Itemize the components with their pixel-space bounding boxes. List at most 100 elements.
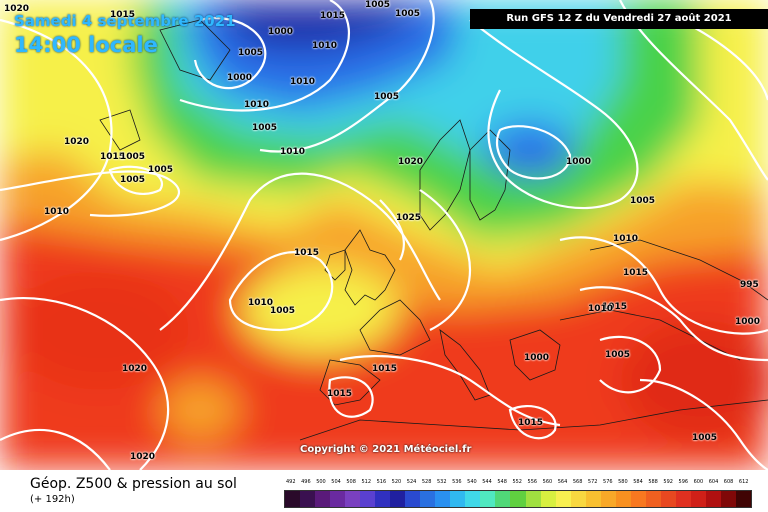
scale-swatch xyxy=(720,491,736,507)
scale-swatch xyxy=(330,491,346,507)
pressure-label: 1015 xyxy=(327,389,353,399)
scale-swatch xyxy=(630,491,646,507)
scale-swatch xyxy=(705,491,721,507)
scale-value: 540 xyxy=(467,479,477,485)
scale-value: 516 xyxy=(376,479,387,485)
scale-swatch xyxy=(675,491,691,507)
scale-value: 556 xyxy=(527,479,538,485)
scale-value: 532 xyxy=(436,479,447,485)
pressure-label: 995 xyxy=(740,280,759,290)
pressure-label: 1015 xyxy=(294,248,320,258)
scale-value: 608 xyxy=(723,479,734,485)
scale-swatch xyxy=(735,491,751,507)
scale-value: 536 xyxy=(452,479,462,485)
scale-swatch xyxy=(450,491,466,507)
scale-swatch xyxy=(585,491,601,507)
pressure-label: 1005 xyxy=(630,196,656,206)
scale-swatch xyxy=(525,491,541,507)
scale-value: 528 xyxy=(421,479,432,485)
scale-value: 568 xyxy=(572,479,583,485)
pressure-label: 1010 xyxy=(280,147,306,157)
scale-swatch xyxy=(420,491,436,507)
color-scale-labels: 492 496 500 504 508 512 516 520 524 528 532 536 540 5… xyxy=(284,479,752,489)
pressure-label: 1015 xyxy=(623,268,649,278)
pressure-label: 1015 xyxy=(320,11,346,21)
pressure-label: 1010 xyxy=(290,77,316,87)
scale-swatch xyxy=(360,491,376,507)
scale-swatch xyxy=(465,491,481,507)
scale-swatch xyxy=(435,491,451,507)
scale-value: 496 xyxy=(301,479,311,485)
scale-value: 612 xyxy=(738,479,749,485)
scale-value: 552 xyxy=(512,479,522,485)
scale-value: 524 xyxy=(406,479,417,485)
scale-value: 592 xyxy=(663,479,673,485)
pressure-label: 1010 xyxy=(244,100,270,110)
pressure-label: 1010 xyxy=(44,207,70,217)
scale-swatch xyxy=(390,491,406,507)
pressure-label: 1005 xyxy=(120,175,146,185)
pressure-label: 1010 xyxy=(248,298,274,308)
map-field-svg xyxy=(0,0,768,470)
scale-swatch xyxy=(690,491,706,507)
scale-value: 604 xyxy=(708,479,719,485)
forecast-date: Samedi 4 septembre 2021 xyxy=(14,12,236,30)
pressure-label: 1020 xyxy=(130,452,156,462)
scale-value: 500 xyxy=(316,479,326,485)
pressure-label: 1025 xyxy=(396,213,422,223)
pressure-label: 1015 xyxy=(110,10,136,20)
scale-swatch xyxy=(495,491,511,507)
pressure-label: 1015 xyxy=(100,152,126,162)
scale-value: 600 xyxy=(693,479,704,485)
scale-value: 564 xyxy=(557,479,568,485)
scale-swatch xyxy=(375,491,391,507)
pressure-label: 1000 xyxy=(227,73,253,83)
scale-value: 520 xyxy=(391,479,402,485)
scale-swatch xyxy=(480,491,496,507)
pressure-label: 1000 xyxy=(735,317,761,327)
scale-value: 572 xyxy=(587,479,598,485)
scale-swatch xyxy=(510,491,526,507)
pressure-label: 1005 xyxy=(270,306,296,316)
scale-swatch xyxy=(660,491,676,507)
pressure-label: 1005 xyxy=(148,165,174,175)
pressure-label: 1005 xyxy=(252,123,278,133)
forecast-time: 14:00 locale xyxy=(14,33,158,57)
pressure-label: 1005 xyxy=(365,0,391,10)
pressure-label: 1005 xyxy=(238,48,264,58)
copyright-text: Copyright © 2021 Météociel.fr xyxy=(300,444,472,455)
scale-swatch xyxy=(645,491,661,507)
pressure-label: 1010 xyxy=(588,304,614,314)
forecast-lead-time: (+ 192h) xyxy=(30,494,75,505)
scale-value: 504 xyxy=(331,479,341,485)
pressure-label: 1015 xyxy=(518,418,544,428)
scale-swatch xyxy=(315,491,331,507)
scale-value: 548 xyxy=(497,479,507,485)
scale-value: 560 xyxy=(542,479,553,485)
scale-swatch xyxy=(540,491,556,507)
scale-swatch xyxy=(600,491,616,507)
scale-value: 512 xyxy=(361,479,372,485)
pressure-label: 1015 xyxy=(372,364,398,374)
pressure-label: 1005 xyxy=(374,92,400,102)
scale-value: 584 xyxy=(633,479,643,485)
scale-value: 544 xyxy=(482,479,492,485)
scale-swatch xyxy=(570,491,586,507)
pressure-label: 1010 xyxy=(312,41,338,51)
scale-value: 576 xyxy=(603,479,613,485)
model-run-label: Run GFS 12 Z du Vendredi 27 août 2021 xyxy=(470,9,768,29)
pressure-label: 1005 xyxy=(605,350,631,360)
pressure-label: 1020 xyxy=(64,137,90,147)
geopotential-field xyxy=(0,0,768,470)
scale-value: 580 xyxy=(618,479,628,485)
pressure-label: 1010 xyxy=(613,234,639,244)
pressure-label: 1000 xyxy=(566,157,592,167)
scale-value: 596 xyxy=(678,479,689,485)
scale-swatch xyxy=(285,491,301,507)
pressure-label: 1005 xyxy=(120,152,146,162)
scale-value: 508 xyxy=(346,479,356,485)
scale-swatch xyxy=(615,491,631,507)
scale-swatch xyxy=(405,491,421,507)
pressure-label: 1005 xyxy=(692,433,718,443)
